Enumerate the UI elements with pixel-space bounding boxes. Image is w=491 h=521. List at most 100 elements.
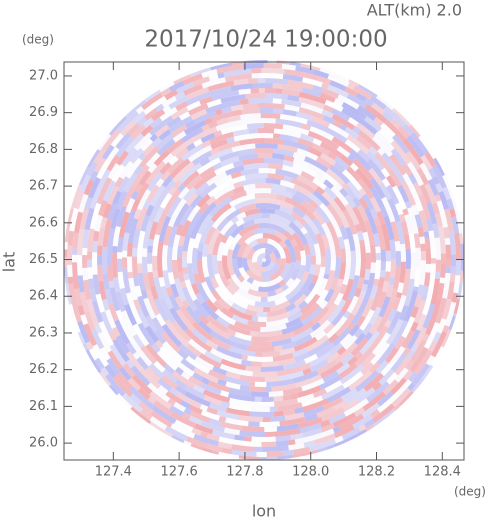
echo-cell [302,77,323,88]
echo-cell [416,313,427,332]
echo-cell [223,68,252,78]
echo-cell [419,162,433,181]
echo-cell [77,275,85,293]
echo-cell [379,269,386,278]
echo-cell [72,248,78,255]
echo-cell [430,346,444,367]
echo-cell [105,373,126,397]
echo-cell [246,276,255,285]
echo-cell [74,211,83,234]
echo-cell [386,325,395,335]
echo-cell [205,299,219,313]
echo-cell [282,164,303,176]
echo-cell [312,190,331,207]
echo-cell [89,202,102,230]
echo-cell [201,140,211,149]
echo-cell [428,230,436,259]
echo-cell [279,113,300,123]
echo-cell [174,419,194,433]
echo-cell [136,309,150,329]
echo-cell [328,123,341,134]
echo-cell [376,291,387,309]
echo-cell [432,223,440,239]
echo-cell [265,78,289,85]
echo-cell [401,281,410,297]
echo-cell [145,343,167,368]
echo-cell [218,436,245,446]
echo-cell [174,91,186,101]
echo-cell [428,167,437,179]
echo-cell [380,360,396,377]
echo-cell [368,167,383,186]
echo-cell [380,296,391,312]
echo-cell [211,450,220,455]
echo-cell [327,298,347,324]
echo-cell [293,244,302,261]
echo-cell [232,109,243,117]
echo-cell [120,352,130,363]
echo-cell [92,240,98,253]
echo-cell [257,329,283,337]
echo-cell [64,267,69,284]
echo-cell [133,343,153,367]
echo-cell [380,122,396,138]
y-axis-label: lat [0,252,19,273]
echo-cell [352,233,361,259]
echo-cell [445,259,452,267]
echo-cell [334,156,350,170]
echo-cell [251,361,262,367]
echo-cell [409,215,419,234]
echo-cell [193,308,204,319]
echo-cell [274,287,284,295]
x-tick-label: 128.0 [292,465,329,480]
y-tick-label: 27.0 [29,68,58,83]
echo-cell [354,287,362,298]
echo-cell [438,191,449,210]
echo-cell [293,184,311,197]
echo-cell [327,386,351,403]
echo-cell [351,310,363,326]
echo-cell [274,345,283,352]
echo-cell [131,256,138,277]
echo-cell [307,130,322,141]
echo-cell [354,351,363,360]
echo-cell [401,329,415,349]
echo-cell [369,186,385,209]
echo-cell [112,375,134,398]
echo-cell [264,426,277,432]
echo-cell [276,423,299,432]
echo-cell [127,242,134,257]
echo-cell [148,363,165,379]
echo-cell [226,328,237,337]
echo-cell [392,107,412,127]
echo-cell [226,175,246,186]
echo-cell [112,338,125,355]
echo-cell [160,87,172,97]
echo-cell [389,310,402,329]
echo-cell [140,138,154,152]
echo-cell [144,108,158,121]
echo-cell [279,347,296,356]
echo-cell [134,285,143,297]
echo-cell [133,299,142,311]
echo-cell [158,215,172,243]
echo-cell [177,183,186,193]
echo-cell [230,216,239,224]
echo-cell [225,209,241,222]
echo-cell [125,342,137,355]
echo-cell [239,384,250,392]
echo-cell [102,219,112,248]
echo-cell [191,283,200,295]
echo-cell [199,166,216,179]
echo-cell [387,211,396,223]
echo-cell [169,158,191,179]
echo-cell [301,87,322,98]
echo-cell [239,98,249,105]
echo-cell [344,203,360,226]
echo-cell [347,322,355,331]
echo-cell [236,288,262,302]
echo-cell [262,416,271,423]
echo-cell [363,279,369,285]
echo-cell [220,124,248,135]
echo-cell [439,277,446,284]
